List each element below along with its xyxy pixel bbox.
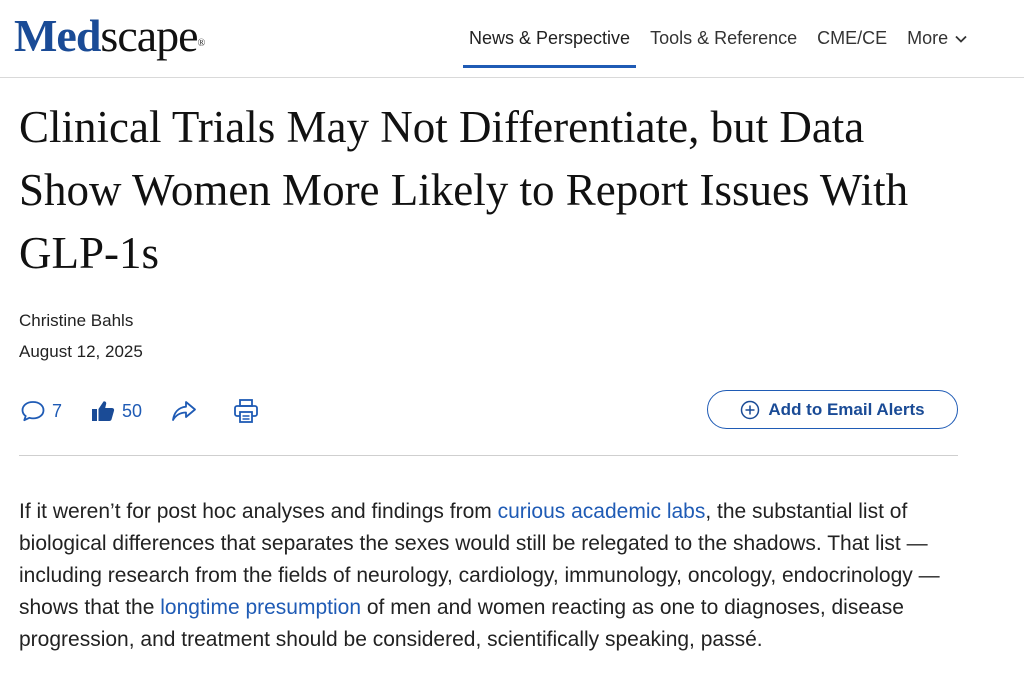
- nav-label: Tools & Reference: [650, 28, 798, 48]
- plus-circle-icon: [741, 400, 760, 419]
- logo-med-text: Med: [14, 10, 101, 61]
- medscape-logo[interactable]: Medscape®: [14, 8, 206, 64]
- main-nav: News & Perspective Tools & Reference CME…: [463, 0, 982, 77]
- nav-more[interactable]: More: [901, 0, 974, 77]
- comments-button[interactable]: 7: [20, 399, 62, 423]
- publish-date: August 12, 2025: [19, 342, 143, 361]
- logo-scape-text: scape: [100, 10, 198, 61]
- share-icon: [172, 401, 196, 421]
- nav-label: More: [907, 28, 949, 48]
- article-title: Clinical Trials May Not Differentiate, b…: [19, 102, 909, 278]
- print-icon: [234, 399, 258, 423]
- site-header: Medscape® News & Perspective Tools & Ref…: [0, 0, 1024, 78]
- paragraph-text: of men and women reacting as one to diag…: [19, 596, 904, 651]
- logo-registered-mark: ®: [197, 38, 206, 49]
- curious-academic-labs-link[interactable]: curious academic labs: [497, 500, 706, 523]
- add-email-alerts-button[interactable]: Add to Email Alerts: [707, 390, 958, 429]
- comments-count: 7: [52, 400, 63, 421]
- print-button[interactable]: [232, 398, 266, 424]
- divider: [19, 455, 958, 456]
- comment-icon: [21, 401, 45, 422]
- email-alerts-label: Add to Email Alerts: [768, 399, 925, 419]
- likes-count: 50: [122, 400, 143, 421]
- thumbs-up-icon: [92, 401, 115, 421]
- nav-news-perspective[interactable]: News & Perspective: [463, 0, 637, 77]
- chevron-down-icon: [955, 35, 967, 43]
- nav-tools-reference[interactable]: Tools & Reference: [644, 0, 803, 77]
- share-button[interactable]: [170, 398, 204, 424]
- author-name[interactable]: Christine Bahls: [19, 311, 134, 330]
- longtime-presumption-link[interactable]: longtime presumption: [160, 596, 362, 619]
- paragraph-text: If it weren’t for post hoc analyses and …: [19, 500, 498, 523]
- paragraph-text: , the substantial list of biological dif…: [19, 500, 940, 619]
- nav-label: News & Perspective: [469, 28, 631, 48]
- article-actions: 7 50: [20, 393, 294, 429]
- like-button[interactable]: 50: [90, 399, 142, 423]
- nav-cme-ce[interactable]: CME/CE: [811, 0, 893, 77]
- article-body-paragraph: If it weren’t for post hoc analyses and …: [19, 496, 949, 656]
- nav-label: CME/CE: [817, 28, 888, 48]
